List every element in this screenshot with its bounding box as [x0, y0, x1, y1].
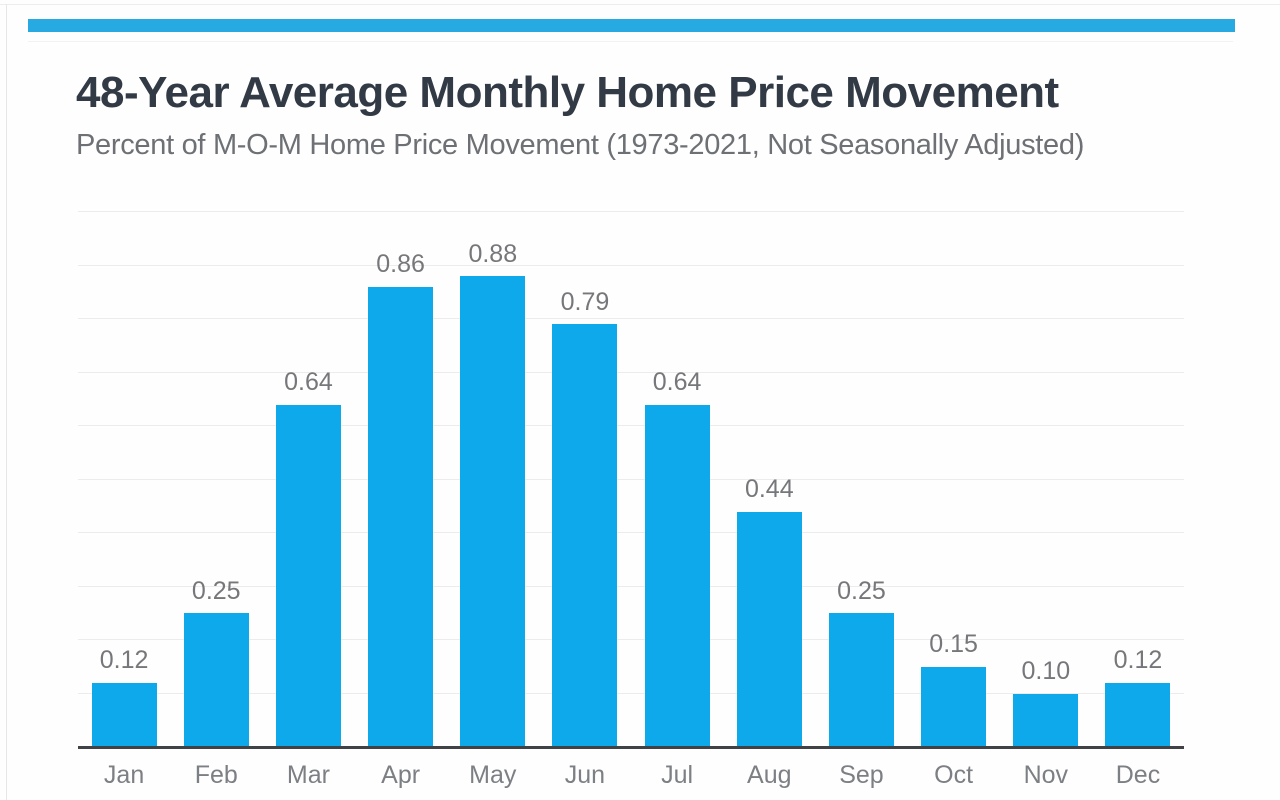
x-tick-feb: Feb — [194, 761, 238, 789]
gridline — [78, 478, 1184, 480]
bar-jan — [91, 682, 157, 747]
bar-column-sep: 0.25 — [815, 576, 907, 747]
card-top-hairline — [28, 41, 1233, 42]
bar-value-label: 0.64 — [652, 368, 702, 397]
bar-value-label: 0.10 — [1021, 657, 1071, 685]
bar-column-jun: 0.79 — [539, 287, 631, 747]
x-tick-may: May — [469, 761, 517, 789]
accent-bar — [28, 19, 1235, 32]
x-tick-mar: Mar — [286, 761, 330, 789]
chart-subtitle: Percent of M-O-M Home Price Movement (19… — [76, 129, 1085, 161]
x-axis-labels: Jan Feb Mar Apr May Jun Jul Aug Sep Oct Nov Dec — [78, 761, 1184, 790]
bar-may — [460, 276, 526, 747]
chart-title: 48-Year Average Monthly Home Price Movem… — [76, 68, 1059, 117]
x-tick-oct: Oct — [934, 761, 974, 789]
bar-value-label: 0.79 — [560, 287, 610, 316]
bar-column-nov: 0.10 — [1000, 657, 1092, 747]
bars-row: 0.12 0.25 0.64 0.86 0.88 0.79 0.64 0.44 0.25 0.15… — [78, 127, 1184, 747]
window-left-edge — [6, 4, 7, 800]
gridline — [78, 371, 1184, 373]
bar-column-jul: 0.64 — [631, 369, 723, 747]
x-tick-sep: Sep — [839, 761, 884, 789]
bar-column-oct: 0.15 — [908, 631, 1000, 747]
bar-apr — [368, 286, 434, 747]
bar-column-aug: 0.44 — [723, 476, 815, 747]
bar-jun — [552, 324, 618, 747]
bar-value-label: 0.12 — [99, 646, 149, 675]
x-tick-jul: Jul — [661, 761, 694, 789]
bar-column-may: 0.88 — [447, 239, 539, 747]
x-tick-aug: Aug — [747, 761, 792, 789]
gridline — [78, 532, 1184, 533]
x-axis-line — [78, 746, 1184, 749]
x-tick-jan: Jan — [103, 761, 145, 789]
bar-jul — [644, 404, 710, 747]
bar-sep — [828, 613, 894, 747]
x-tick-apr: Apr — [381, 761, 421, 789]
bar-nov — [1013, 693, 1079, 747]
x-tick-jun: Jun — [564, 761, 606, 789]
bar-value-label: 0.86 — [376, 250, 425, 279]
gridline — [78, 318, 1184, 319]
bar-dec — [1105, 682, 1171, 747]
bar-aug — [736, 511, 802, 747]
bar-column-jan: 0.12 — [78, 647, 170, 747]
bar-mar — [275, 404, 341, 747]
bar-value-label: 0.44 — [744, 475, 794, 504]
gridline — [78, 211, 1184, 212]
bar-column-mar: 0.64 — [262, 369, 354, 747]
bar-value-label: 0.25 — [191, 576, 241, 605]
gridline — [78, 692, 1184, 694]
bar-value-label: 0.64 — [284, 368, 333, 397]
bar-oct — [921, 666, 987, 747]
x-tick-dec: Dec — [1115, 761, 1161, 789]
gridline — [78, 639, 1184, 640]
bar-column-feb: 0.25 — [170, 576, 262, 747]
window-top-edge — [0, 4, 1280, 5]
bar-column-dec: 0.12 — [1092, 647, 1184, 747]
bar-value-label: 0.88 — [468, 239, 518, 268]
bar-value-label: 0.15 — [929, 630, 978, 659]
bar-column-apr: 0.86 — [355, 251, 447, 747]
gridline — [78, 425, 1184, 426]
bar-feb — [183, 613, 249, 747]
x-tick-nov: Nov — [1023, 761, 1069, 789]
bar-chart-plot-area: 0.12 0.25 0.64 0.86 0.88 0.79 0.64 0.44 0.25 0.15… — [78, 211, 1184, 749]
bar-value-label: 0.25 — [837, 576, 886, 605]
gridline — [78, 585, 1184, 587]
bar-value-label: 0.12 — [1113, 646, 1163, 675]
gridline — [78, 264, 1184, 266]
